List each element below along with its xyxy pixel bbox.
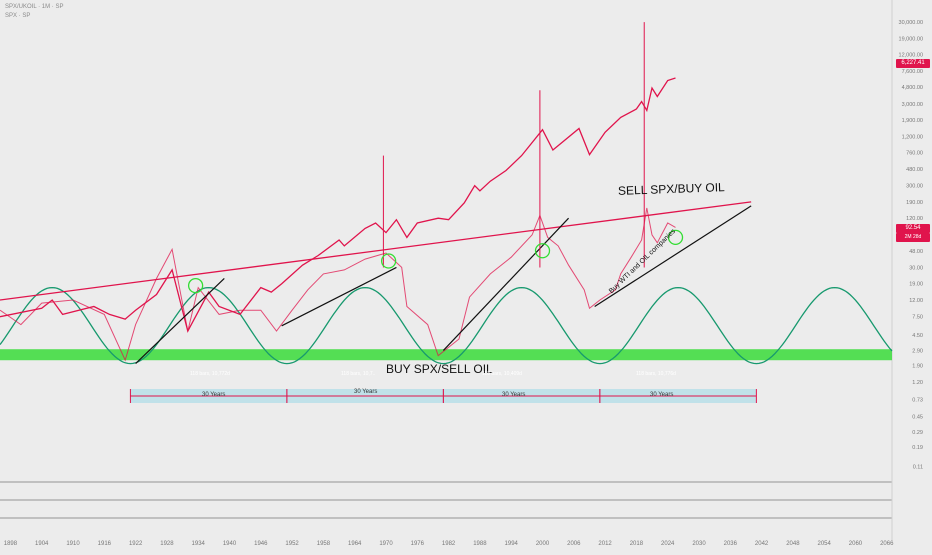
y-tick-label-19: 760.00 <box>906 151 923 157</box>
y-tick-label-3: 0.45 <box>912 415 923 421</box>
x-tick-label-28: 2066 <box>880 541 894 547</box>
y-tick-label-25: 12,000.00 <box>899 53 923 59</box>
x-tick-label-18: 2006 <box>567 541 581 547</box>
x-tick-label-15: 1988 <box>473 541 487 547</box>
y-tick-label-8: 4.50 <box>912 333 923 339</box>
y-tick-label-26: 19,000.00 <box>899 36 923 42</box>
x-tick-label-7: 1940 <box>223 541 237 547</box>
bar-count-2: 118 bars, 10,7.. <box>341 371 376 377</box>
x-tick-label-6: 1934 <box>192 541 206 547</box>
x-tick-label-1: 1904 <box>35 541 49 547</box>
sine-group <box>0 286 893 365</box>
highlight-circle-0 <box>187 277 204 294</box>
y-axis-group: 0.11 0.19 0.29 0.45 0.73 1.20 1.90 2.90 4.50 7.50… <box>899 20 923 470</box>
ratio-price-badge: 92.54 <box>896 224 930 233</box>
x-tick-label-3: 1916 <box>98 541 112 547</box>
sell-trendline <box>0 201 752 301</box>
support-line-2 <box>442 217 570 351</box>
x-tick-label-21: 2024 <box>661 541 675 547</box>
y-tick-label-16: 190.00 <box>906 200 923 206</box>
support-line-0 <box>135 278 225 365</box>
bar-count-3: 118 bars, 10,409d <box>482 371 522 377</box>
y-tick-label-11: 19.00 <box>909 282 923 288</box>
y-tick-label-6: 1.90 <box>912 363 923 369</box>
x-tick-label-24: 2042 <box>755 541 769 547</box>
y-tick-label-15: 120.00 <box>906 216 923 222</box>
y-tick-label-18: 480.00 <box>906 167 923 173</box>
x-tick-label-5: 1928 <box>160 541 174 547</box>
hlines-group <box>0 0 893 540</box>
span-label-2: 30 Years <box>354 389 378 395</box>
x-tick-label-10: 1958 <box>317 541 331 547</box>
x-tick-label-19: 2012 <box>598 541 612 547</box>
y-tick-label-20: 1,200.00 <box>902 134 923 140</box>
bar-count-1: 118 bars, 10,772d <box>190 371 230 377</box>
x-tick-label-27: 2060 <box>849 541 863 547</box>
support-line-1 <box>281 266 397 327</box>
x-tick-label-11: 1964 <box>348 541 362 547</box>
x-tick-label-23: 2036 <box>724 541 738 547</box>
x-tick-label-25: 2048 <box>786 541 800 547</box>
highlight-circle-1 <box>380 253 397 269</box>
y-tick-label-24: 7,600.00 <box>902 69 923 75</box>
y-tick-label-10: 12.00 <box>909 298 923 304</box>
buy-band-group <box>0 349 892 361</box>
span-label-3: 30 Years <box>502 392 526 398</box>
y-tick-label-4: 0.73 <box>912 397 923 403</box>
y-tick-label-22: 3,000.00 <box>902 102 923 108</box>
x-tick-label-4: 1922 <box>129 541 143 547</box>
symbol-sub-line: SPX · SP <box>5 13 31 19</box>
y-tick-label-5: 1.20 <box>912 380 923 386</box>
x-tick-label-22: 2030 <box>692 541 706 547</box>
bar-count-4: 118 bars, 10,776d <box>636 371 676 377</box>
y-tick-label-9: 7.50 <box>912 315 923 321</box>
x-tick-label-2: 1910 <box>66 541 80 547</box>
y-tick-label-7: 2.90 <box>912 348 923 354</box>
series-1-line <box>0 207 676 362</box>
spans-group <box>129 389 757 403</box>
y-tick-label-21: 1,900.00 <box>902 118 923 124</box>
buy-spx-label: BUY SPX/SELL OIL <box>386 362 493 376</box>
y-tick-label-17: 300.00 <box>906 184 923 190</box>
trendlines-group <box>0 22 752 365</box>
y-tick-label-12: 30.00 <box>909 265 923 271</box>
x-axis-group: 1898 1904 1910 1916 1922 1928 1934 1940 1946 1952… <box>4 541 894 547</box>
x-tick-label-12: 1970 <box>379 541 393 547</box>
symbol-line: SPX/UKOIL · 1M · SP <box>5 4 64 10</box>
x-tick-label-9: 1952 <box>285 541 299 547</box>
x-tick-label-8: 1946 <box>254 541 268 547</box>
x-tick-label-20: 2018 <box>630 541 644 547</box>
span-label-4: 30 Years <box>650 392 674 398</box>
y-tick-label-13: 48.00 <box>909 249 923 255</box>
sine-cycle-line <box>0 286 893 365</box>
x-tick-label-16: 1994 <box>505 541 519 547</box>
x-tick-label-26: 2054 <box>818 541 832 547</box>
buy-band <box>0 349 892 361</box>
series-0-line <box>0 77 676 333</box>
y-tick-label-1: 0.19 <box>912 445 923 451</box>
y-tick-label-27: 30,000.00 <box>899 20 923 26</box>
span-label-1: 30 Years <box>202 392 226 398</box>
series-group <box>0 77 676 362</box>
x-tick-label-13: 1976 <box>411 541 425 547</box>
x-tick-label-14: 1982 <box>442 541 456 547</box>
y-tick-label-0: 0.11 <box>913 465 923 471</box>
highlight-circle-2 <box>534 243 551 259</box>
y-tick-label-23: 4,800.00 <box>902 85 923 91</box>
spx-price-badge: 6,227.41 <box>896 59 930 68</box>
ratio-countdown-badge: 2M 28d <box>896 233 930 242</box>
x-tick-label-17: 2000 <box>536 541 550 547</box>
x-tick-label-0: 1898 <box>4 541 18 547</box>
highlight-circle-3 <box>667 229 684 246</box>
support-line-3 <box>594 205 752 307</box>
y-tick-label-2: 0.29 <box>912 430 923 436</box>
